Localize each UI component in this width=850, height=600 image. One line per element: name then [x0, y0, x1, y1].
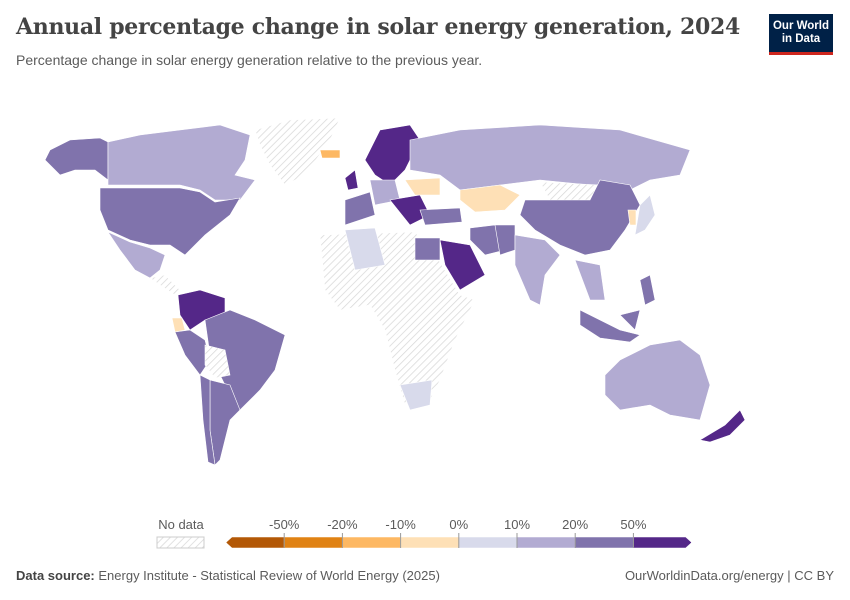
country-bolivia[interactable]	[204, 344, 231, 379]
country-central-america[interactable]	[149, 274, 181, 296]
legend: No data -50% -20% -10% 0% 10% 20% 50%	[156, 517, 692, 549]
country-saudi-arabia[interactable]	[439, 239, 486, 291]
legend-tick-label: 0%	[449, 517, 468, 532]
legend-tick-label: -10%	[385, 517, 416, 532]
country-ecuador[interactable]	[171, 317, 186, 333]
data-source: Data source: Energy Institute - Statisti…	[16, 568, 440, 583]
country-turkey[interactable]	[419, 207, 463, 226]
owid-logo[interactable]: Our World in Data	[769, 14, 833, 55]
country-mexico[interactable]	[107, 231, 166, 279]
legend-tick-label: 50%	[620, 517, 646, 532]
legend-bin[interactable]	[633, 536, 692, 549]
country-philippines[interactable]	[639, 274, 656, 306]
country-china[interactable]	[519, 179, 641, 256]
country-russia[interactable]	[409, 124, 691, 191]
data-source-label: Data source:	[16, 568, 95, 583]
country-indonesia-east[interactable]	[619, 309, 641, 331]
country-chile[interactable]	[199, 374, 216, 466]
legend-no-data-label: No data	[158, 517, 204, 532]
country-alaska[interactable]	[44, 137, 109, 181]
country-greenland[interactable]	[254, 117, 341, 186]
legend-bin[interactable]	[458, 536, 518, 549]
legend-bin[interactable]	[225, 536, 285, 549]
country-japan[interactable]	[634, 194, 656, 236]
legend-bin[interactable]	[283, 536, 343, 549]
country-ukraine[interactable]	[404, 177, 441, 196]
page-title: Annual percentage change in solar energy…	[16, 14, 741, 40]
country-south-korea[interactable]	[627, 209, 637, 226]
legend-tick-label: -50%	[269, 517, 300, 532]
country-uk[interactable]	[344, 169, 359, 191]
country-indonesia[interactable]	[579, 309, 641, 343]
country-canada[interactable]	[107, 124, 256, 201]
legend-tick-label: -20%	[327, 517, 358, 532]
country-usa[interactable]	[99, 187, 241, 256]
country-mongolia[interactable]	[539, 181, 601, 201]
legend-bin[interactable]	[516, 536, 576, 549]
legend-bin[interactable]	[400, 536, 460, 549]
credit-link[interactable]: OurWorldinData.org/energy | CC BY	[624, 568, 834, 583]
country-new-zealand[interactable]	[699, 409, 746, 443]
subtitle: Percentage change in solar energy genera…	[16, 52, 483, 68]
country-kazakhstan[interactable]	[459, 184, 521, 213]
country-india[interactable]	[514, 234, 561, 306]
country-southeast-asia[interactable]	[574, 259, 606, 301]
country-algeria[interactable]	[344, 227, 386, 271]
legend-no-data-swatch	[156, 536, 205, 549]
legend-tick-label: 10%	[504, 517, 530, 532]
legend-tick-label: 20%	[562, 517, 588, 532]
country-australia[interactable]	[604, 339, 711, 421]
country-south-africa[interactable]	[399, 379, 433, 411]
legend-bin[interactable]	[342, 536, 401, 549]
country-western-europe[interactable]	[344, 191, 376, 226]
legend-bin[interactable]	[574, 536, 634, 549]
data-source-text[interactable]: Energy Institute - Statistical Review of…	[98, 568, 440, 583]
country-iceland[interactable]	[319, 149, 341, 159]
country-egypt[interactable]	[414, 237, 441, 261]
